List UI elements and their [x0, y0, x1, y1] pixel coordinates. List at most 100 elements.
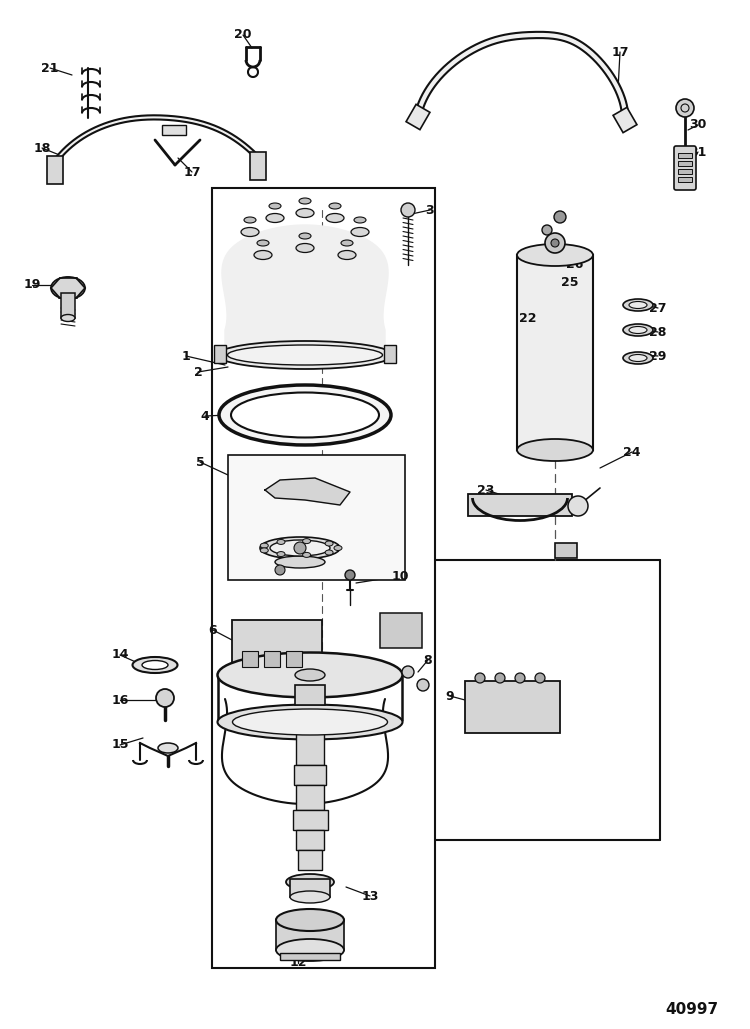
Text: 17: 17 [183, 166, 201, 178]
Circle shape [676, 99, 694, 117]
Ellipse shape [325, 541, 333, 546]
Bar [47, 156, 63, 184]
Ellipse shape [217, 705, 403, 740]
Ellipse shape [51, 277, 85, 299]
Bar [468, 494, 572, 516]
Bar [228, 455, 405, 580]
Text: 40997: 40997 [664, 1002, 718, 1018]
Ellipse shape [241, 227, 259, 237]
Ellipse shape [257, 240, 269, 246]
Bar [613, 107, 637, 133]
Circle shape [515, 673, 525, 683]
Ellipse shape [61, 315, 75, 321]
Ellipse shape [329, 203, 341, 209]
Text: 4: 4 [201, 410, 209, 423]
Circle shape [475, 673, 485, 683]
Circle shape [551, 239, 559, 247]
Circle shape [545, 233, 565, 253]
Bar [678, 177, 692, 182]
Ellipse shape [270, 540, 330, 556]
Bar [286, 651, 302, 667]
Bar [242, 651, 258, 667]
Bar [296, 725, 324, 765]
Bar [406, 104, 430, 130]
Text: 25: 25 [561, 276, 579, 288]
Text: 14: 14 [111, 648, 129, 662]
Ellipse shape [142, 661, 168, 670]
Ellipse shape [260, 537, 340, 559]
Ellipse shape [232, 709, 388, 735]
Bar [250, 152, 266, 180]
Ellipse shape [244, 217, 256, 223]
Text: 31: 31 [689, 145, 706, 158]
Bar [384, 345, 396, 363]
Ellipse shape [629, 326, 647, 333]
Text: 18: 18 [33, 142, 51, 154]
Bar [298, 850, 322, 870]
Bar [293, 810, 328, 830]
Ellipse shape [296, 209, 314, 217]
Ellipse shape [334, 545, 342, 551]
Ellipse shape [277, 539, 285, 544]
Bar [280, 953, 340, 960]
Text: 9: 9 [446, 689, 454, 703]
Circle shape [275, 565, 285, 575]
Bar [678, 153, 692, 158]
Ellipse shape [517, 439, 593, 461]
Text: 2: 2 [194, 365, 202, 379]
Ellipse shape [275, 556, 325, 568]
Ellipse shape [354, 217, 366, 223]
Ellipse shape [629, 355, 647, 361]
Ellipse shape [266, 213, 284, 222]
Circle shape [568, 496, 588, 516]
Circle shape [542, 225, 552, 235]
Ellipse shape [158, 743, 178, 753]
Ellipse shape [299, 198, 311, 204]
Text: 15: 15 [111, 739, 129, 751]
Circle shape [345, 570, 355, 580]
Ellipse shape [325, 549, 333, 555]
Text: 3: 3 [426, 204, 434, 216]
Ellipse shape [286, 874, 334, 890]
Circle shape [535, 673, 545, 683]
Text: 11: 11 [302, 942, 319, 955]
Ellipse shape [341, 240, 353, 246]
Text: 26: 26 [566, 258, 584, 272]
Ellipse shape [326, 213, 344, 222]
Ellipse shape [269, 203, 281, 209]
Bar [678, 161, 692, 166]
Circle shape [417, 679, 429, 691]
Ellipse shape [260, 543, 268, 548]
Ellipse shape [295, 669, 325, 681]
Ellipse shape [254, 250, 272, 259]
Text: 27: 27 [650, 301, 667, 315]
Text: 22: 22 [519, 312, 537, 324]
Ellipse shape [629, 301, 647, 309]
Bar [294, 765, 326, 785]
Bar [214, 345, 226, 363]
Text: 8: 8 [424, 653, 432, 667]
Text: 20: 20 [234, 29, 252, 41]
Text: 10: 10 [392, 569, 409, 582]
Ellipse shape [260, 547, 268, 553]
Ellipse shape [623, 299, 653, 311]
Circle shape [294, 542, 306, 554]
Text: 16: 16 [111, 694, 129, 707]
Bar [678, 169, 692, 174]
Bar [296, 785, 324, 810]
Bar [232, 620, 322, 675]
Polygon shape [265, 478, 350, 505]
Circle shape [402, 666, 414, 678]
Ellipse shape [219, 385, 391, 445]
Text: 12: 12 [290, 957, 307, 969]
Ellipse shape [623, 352, 653, 364]
Ellipse shape [302, 538, 310, 543]
Bar [295, 685, 325, 705]
Ellipse shape [338, 250, 356, 259]
Text: 13: 13 [362, 889, 379, 902]
Ellipse shape [277, 552, 285, 557]
Ellipse shape [299, 233, 311, 239]
Ellipse shape [302, 553, 310, 558]
Bar [212, 188, 435, 968]
Text: 28: 28 [650, 325, 667, 339]
